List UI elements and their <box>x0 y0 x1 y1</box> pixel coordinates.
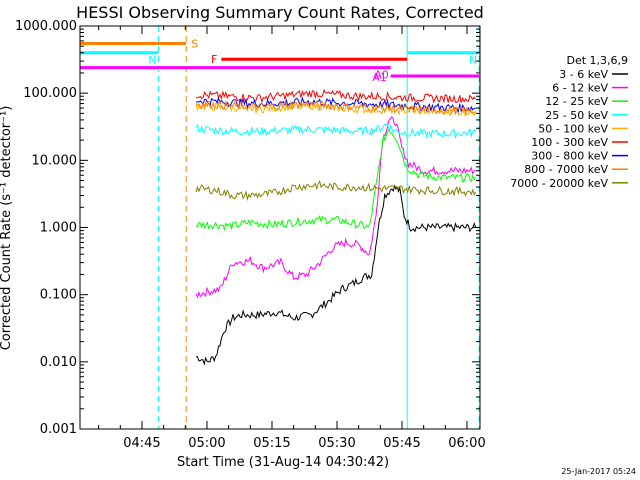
legend-label: 50 - 100 keV <box>538 122 608 135</box>
legend-label: 3 - 6 keV <box>559 68 608 81</box>
y-tick-label: 0.010 <box>40 355 77 370</box>
flag-label: S <box>191 37 198 50</box>
flag-label: A1 <box>372 71 387 84</box>
series-line <box>195 128 477 232</box>
x-tick-label: 06:00 <box>448 436 485 451</box>
series-line <box>195 180 477 202</box>
x-tick-label: 05:30 <box>318 436 355 451</box>
y-tick-label: 0.100 <box>40 288 77 303</box>
x-tick-label: 05:45 <box>383 436 420 451</box>
x-tick-label: 05:00 <box>188 436 225 451</box>
flag-label: F <box>211 53 217 66</box>
y-tick-label: 100.000 <box>23 86 77 101</box>
series-line <box>195 88 477 104</box>
series-line <box>195 116 476 299</box>
x-tick-label: 05:15 <box>253 436 290 451</box>
flag-label: A0 <box>374 69 389 82</box>
y-tick-label: 1.000 <box>40 221 77 236</box>
y-tick-label: 1000.000 <box>15 19 77 34</box>
y-axis-label: Corrected Count Rate (s⁻¹ detector⁻¹) <box>0 106 14 351</box>
series-line <box>196 184 477 366</box>
generated-timestamp: 25-Jan-2017 05:24 <box>561 467 636 476</box>
legend-label: 25 - 50 keV <box>545 109 608 122</box>
legend-label: 6 - 12 keV <box>552 82 608 95</box>
flag-label: N <box>469 54 477 67</box>
series-line <box>195 123 477 139</box>
legend-label: 7000 - 20000 keV <box>510 177 608 190</box>
flag-label: N <box>148 54 156 67</box>
y-tick-label: 10.000 <box>32 153 78 168</box>
series-line <box>195 100 477 117</box>
y-tick-label: 0.001 <box>40 422 77 437</box>
x-axis-label: Start Time (31-Aug-14 04:30:42) <box>177 455 389 470</box>
legend-title: Det 1,3,6,9 <box>566 54 628 67</box>
series-line <box>195 99 477 116</box>
legend-label: 300 - 800 keV <box>531 150 608 163</box>
chart-title: HESSI Observing Summary Count Rates, Cor… <box>76 3 484 22</box>
legend-label: 100 - 300 keV <box>531 136 608 149</box>
legend-label: 800 - 7000 keV <box>524 163 608 176</box>
x-tick-label: 04:45 <box>123 436 160 451</box>
legend-label: 12 - 25 keV <box>545 95 608 108</box>
